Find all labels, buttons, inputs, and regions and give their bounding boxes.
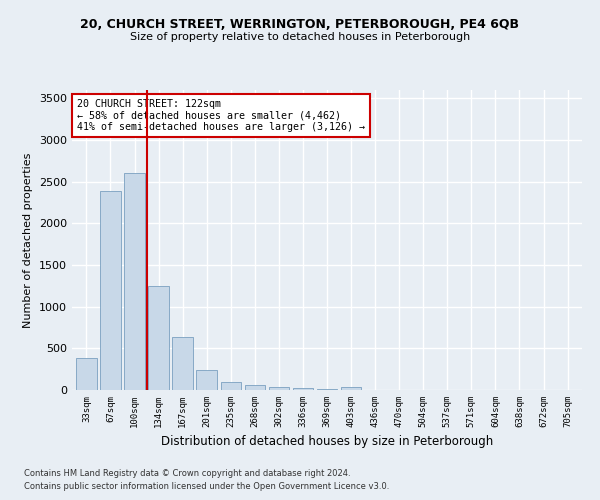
- Text: Contains public sector information licensed under the Open Government Licence v3: Contains public sector information licen…: [24, 482, 389, 491]
- Bar: [100, 191, 121, 390]
- Text: 20, CHURCH STREET, WERRINGTON, PETERBOROUGH, PE4 6QB: 20, CHURCH STREET, WERRINGTON, PETERBORO…: [80, 18, 520, 30]
- X-axis label: Distribution of detached houses by size in Peterborough: Distribution of detached houses by size …: [161, 436, 493, 448]
- Bar: [221, 382, 241, 390]
- Bar: [172, 336, 193, 390]
- Text: Size of property relative to detached houses in Peterborough: Size of property relative to detached ho…: [130, 32, 470, 42]
- Bar: [269, 387, 289, 390]
- Bar: [317, 389, 337, 390]
- Bar: [293, 388, 313, 390]
- Text: 20 CHURCH STREET: 122sqm
← 58% of detached houses are smaller (4,462)
41% of sem: 20 CHURCH STREET: 122sqm ← 58% of detach…: [77, 99, 365, 132]
- Y-axis label: Number of detached properties: Number of detached properties: [23, 152, 34, 328]
- Bar: [76, 358, 97, 390]
- Bar: [148, 286, 169, 390]
- Text: Contains HM Land Registry data © Crown copyright and database right 2024.: Contains HM Land Registry data © Crown c…: [24, 468, 350, 477]
- Bar: [124, 174, 145, 390]
- Bar: [245, 386, 265, 390]
- Bar: [341, 387, 361, 390]
- Bar: [196, 370, 217, 390]
